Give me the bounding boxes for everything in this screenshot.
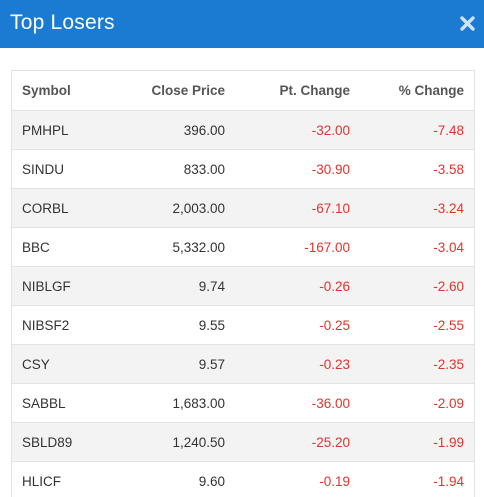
cell-symbol: NIBLGF — [22, 278, 71, 294]
cell-symbol: SINDU — [22, 161, 65, 177]
cell-close-price: 9.57 — [198, 356, 225, 372]
cell-close-price: 9.74 — [198, 278, 225, 294]
cell-pt-change: -0.19 — [319, 473, 350, 489]
cell-symbol: HLICF — [22, 473, 62, 489]
table-row[interactable]: NIBSF2 9.55 -0.25 -2.55 — [12, 305, 474, 345]
header-pt-change[interactable]: Pt. Change — [235, 70, 360, 111]
cell-symbol: SBLD89 — [22, 434, 73, 450]
cell-close-price: 833.00 — [183, 161, 225, 177]
cell-close-price: 1,683.00 — [172, 395, 225, 411]
cell-symbol: SABBL — [22, 395, 66, 411]
cell-close-price: 9.60 — [198, 473, 225, 489]
cell-pct-change: -2.60 — [433, 278, 464, 294]
cell-pt-change: -0.26 — [319, 278, 350, 294]
top-losers-table-container[interactable]: Symbol Close Price Pt. Change % Change P… — [11, 70, 475, 497]
header-close-price[interactable]: Close Price — [112, 70, 235, 111]
header-symbol[interactable]: Symbol — [12, 70, 112, 111]
cell-pct-change: -2.35 — [433, 356, 464, 372]
cell-pct-change: -2.09 — [433, 395, 464, 411]
modal-title: Top Losers — [10, 11, 115, 34]
table-row[interactable]: SINDU 833.00 -30.90 -3.58 — [12, 149, 474, 189]
modal-header: Top Losers — [0, 0, 484, 48]
cell-close-price: 5,332.00 — [172, 239, 225, 255]
cell-pt-change: -167.00 — [304, 239, 350, 255]
cell-pct-change: -7.48 — [433, 122, 464, 138]
cell-close-price: 396.00 — [183, 122, 225, 138]
cell-pct-change: -3.04 — [433, 239, 464, 255]
cell-pt-change: -0.25 — [319, 317, 350, 333]
cell-close-price: 1,240.50 — [172, 434, 225, 450]
table-row[interactable]: SABBL 1,683.00 -36.00 -2.09 — [12, 383, 474, 423]
top-losers-table: Symbol Close Price Pt. Change % Change P… — [12, 70, 474, 497]
table-row[interactable]: CORBL 2,003.00 -67.10 -3.24 — [12, 188, 474, 228]
cell-close-price: 9.55 — [198, 317, 225, 333]
cell-pct-change: -2.55 — [433, 317, 464, 333]
table-row[interactable]: PMHPL 396.00 -32.00 -7.48 — [12, 110, 474, 150]
header-pct-change[interactable]: % Change — [360, 70, 474, 111]
cell-pt-change: -67.10 — [311, 200, 350, 216]
table-row[interactable]: CSY 9.57 -0.23 -2.35 — [12, 344, 474, 384]
close-icon[interactable] — [459, 15, 476, 32]
table-row[interactable]: NIBLGF 9.74 -0.26 -2.60 — [12, 266, 474, 306]
table-row[interactable]: HLICF 9.60 -0.19 -1.94 — [12, 461, 474, 497]
table-header-row: Symbol Close Price Pt. Change % Change — [12, 70, 474, 111]
table-row[interactable]: BBC 5,332.00 -167.00 -3.04 — [12, 227, 474, 267]
cell-pct-change: -1.99 — [433, 434, 464, 450]
cell-symbol: BBC — [22, 239, 50, 255]
cell-pt-change: -32.00 — [311, 122, 350, 138]
cell-pt-change: -30.90 — [311, 161, 350, 177]
cell-symbol: CORBL — [22, 200, 69, 216]
cell-pct-change: -1.94 — [433, 473, 464, 489]
cell-pt-change: -25.20 — [311, 434, 350, 450]
cell-symbol: NIBSF2 — [22, 317, 70, 333]
cell-symbol: CSY — [22, 356, 50, 372]
cell-pt-change: -36.00 — [311, 395, 350, 411]
cell-pct-change: -3.58 — [433, 161, 464, 177]
cell-close-price: 2,003.00 — [172, 200, 225, 216]
cell-pct-change: -3.24 — [433, 200, 464, 216]
table-row[interactable]: SBLD89 1,240.50 -25.20 -1.99 — [12, 422, 474, 462]
cell-pt-change: -0.23 — [319, 356, 350, 372]
cell-symbol: PMHPL — [22, 122, 69, 138]
